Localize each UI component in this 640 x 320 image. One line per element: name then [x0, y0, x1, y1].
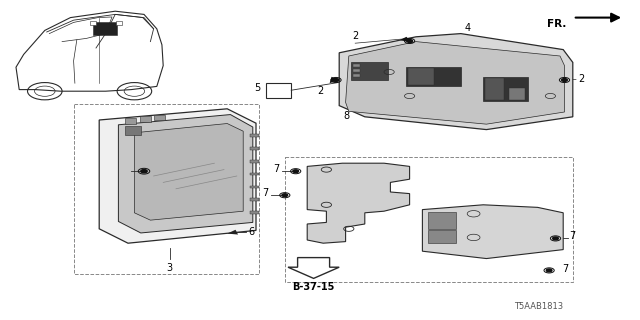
Bar: [125, 118, 136, 124]
Circle shape: [562, 79, 567, 81]
Bar: [90, 21, 96, 25]
Text: B-37-15: B-37-15: [292, 282, 335, 292]
Bar: [285, 157, 573, 282]
Bar: [250, 198, 259, 201]
Circle shape: [553, 237, 558, 240]
Bar: [250, 134, 259, 137]
Text: 2: 2: [352, 31, 358, 41]
Text: T5AAB1813: T5AAB1813: [514, 302, 563, 311]
Polygon shape: [330, 77, 339, 83]
Circle shape: [547, 269, 552, 272]
Bar: [353, 74, 360, 77]
Text: 1: 1: [122, 166, 128, 176]
Bar: [428, 212, 456, 229]
Polygon shape: [400, 37, 413, 43]
Circle shape: [407, 40, 412, 42]
Bar: [250, 173, 259, 175]
Polygon shape: [346, 42, 564, 124]
Polygon shape: [99, 109, 256, 243]
Text: FR.: FR.: [547, 19, 566, 29]
Bar: [408, 68, 434, 85]
Text: 5: 5: [254, 83, 260, 93]
Bar: [74, 104, 259, 274]
Bar: [351, 62, 388, 80]
Text: 2: 2: [317, 86, 323, 96]
Bar: [250, 211, 259, 214]
Bar: [483, 77, 528, 101]
Text: 8: 8: [344, 111, 350, 121]
Bar: [250, 147, 259, 150]
Text: 7: 7: [562, 264, 568, 274]
Polygon shape: [288, 258, 339, 278]
Bar: [116, 21, 122, 25]
Text: 7: 7: [570, 231, 576, 241]
Text: 2: 2: [578, 74, 584, 84]
Circle shape: [282, 194, 287, 196]
Bar: [154, 115, 165, 120]
Circle shape: [293, 170, 298, 172]
Bar: [93, 22, 117, 35]
Bar: [406, 67, 461, 86]
Bar: [509, 88, 525, 100]
Bar: [250, 186, 259, 188]
Bar: [353, 69, 360, 72]
Bar: [485, 78, 504, 100]
Text: 7: 7: [262, 188, 269, 198]
Circle shape: [333, 79, 339, 81]
Bar: [353, 64, 360, 67]
Bar: [266, 83, 291, 98]
Polygon shape: [118, 115, 253, 233]
Text: 4: 4: [464, 23, 470, 33]
Text: 3: 3: [166, 263, 173, 273]
Polygon shape: [422, 205, 563, 259]
Bar: [140, 116, 151, 122]
Circle shape: [141, 170, 147, 173]
Polygon shape: [307, 163, 410, 243]
Bar: [125, 126, 141, 135]
Polygon shape: [227, 230, 238, 235]
Text: 6: 6: [248, 227, 255, 237]
Bar: [250, 160, 259, 163]
Bar: [428, 230, 456, 243]
Text: 7: 7: [273, 164, 279, 174]
Polygon shape: [134, 124, 243, 220]
Polygon shape: [339, 34, 573, 130]
